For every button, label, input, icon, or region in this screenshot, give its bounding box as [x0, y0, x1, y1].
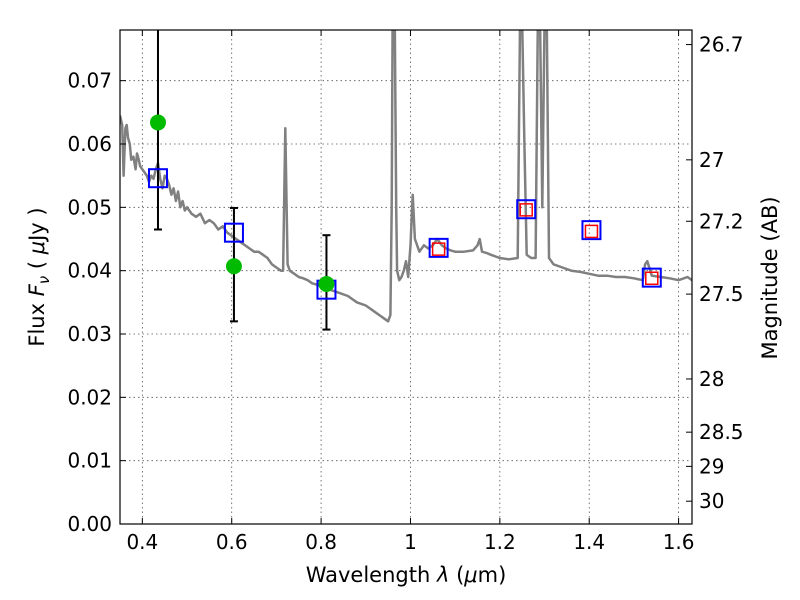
y-tick-label: 0.01 — [67, 449, 112, 473]
x-tick-label: 1 — [404, 530, 417, 554]
model-photometry-square-small — [431, 242, 446, 256]
y-tick-label: 0.00 — [67, 512, 112, 536]
observed-point — [149, 114, 166, 131]
model-photometry-square — [428, 237, 449, 258]
y-tick-label: 0.06 — [67, 132, 112, 156]
plot-frame — [119, 29, 693, 525]
plot-background — [120, 30, 692, 524]
model-photometry-square — [147, 168, 168, 189]
y-tick-label: 0.05 — [67, 195, 112, 219]
y2-tick-label: 28 — [699, 367, 724, 391]
x-tick-label: 1.2 — [484, 530, 516, 554]
y2-axis: 26.7 27 27.2 27.5 28 28.5 29 30 — [686, 33, 744, 513]
plot-area — [120, 30, 692, 331]
y-tick-label: 0.07 — [67, 69, 112, 93]
y2-tick-label: 28.5 — [699, 420, 744, 444]
y2-tick-label: 27.5 — [699, 282, 744, 306]
x-tick-label: 1.4 — [573, 530, 605, 554]
markers — [147, 30, 662, 331]
model-photometry-square — [223, 222, 244, 243]
model-photometry-square — [516, 199, 537, 220]
x-axis: 0.4 0.6 0.8 1 1.2 1.4 1.6 — [126, 30, 695, 554]
y2-tick-label: 27 — [699, 148, 724, 172]
y2-tick-label: 26.7 — [699, 33, 744, 57]
model-spectrum-line — [120, 30, 692, 323]
x-tick-label: 0.6 — [216, 530, 248, 554]
y2-tick-label: 29 — [699, 454, 724, 478]
y-tick-label: 0.03 — [67, 322, 112, 346]
observed-point — [318, 275, 335, 292]
model-photometry-square — [641, 267, 662, 288]
model-photometry-square-small — [519, 203, 533, 217]
y-tick-label: 0.02 — [67, 385, 112, 409]
y2-tick-label: 30 — [699, 489, 724, 513]
y-tick-label: 0.04 — [67, 259, 112, 283]
x-tick-label: 1.6 — [663, 530, 695, 554]
x-tick-label: 0.4 — [126, 530, 158, 554]
y2-tick-label: 27.2 — [699, 209, 744, 233]
y-axis: 0.00 0.01 0.02 0.03 0.04 0.05 0.06 0.07 — [67, 69, 126, 536]
model-photometry-square-small — [584, 224, 599, 239]
x-axis-label: Wavelength λ (μm) — [306, 563, 507, 587]
model-photometry-square-small — [645, 271, 659, 286]
observed-point — [225, 258, 242, 275]
y-axis-label: Flux Fν ( μJy ) — [25, 207, 53, 346]
y2-axis-label: Magnitude (AB) — [758, 196, 782, 359]
x-tick-label: 0.8 — [305, 530, 337, 554]
model-photometry-square — [581, 220, 602, 241]
